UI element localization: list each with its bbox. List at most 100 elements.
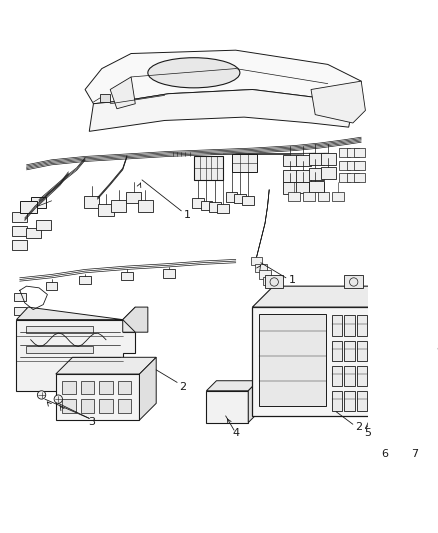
Bar (163, 269, 175, 278)
Bar (100, 94, 110, 102)
Bar (118, 381, 131, 394)
Text: 6: 6 (381, 449, 388, 458)
Bar (308, 153, 324, 165)
Polygon shape (123, 307, 148, 332)
Bar (263, 277, 275, 285)
Bar (296, 170, 311, 182)
Bar (242, 196, 254, 205)
Bar (347, 148, 359, 157)
Bar (354, 160, 365, 170)
Polygon shape (110, 77, 135, 109)
Bar (118, 399, 131, 413)
Bar (99, 204, 113, 216)
Bar (99, 381, 113, 394)
Bar (345, 341, 354, 361)
Polygon shape (399, 351, 428, 357)
Bar (20, 201, 36, 213)
Bar (332, 316, 342, 336)
Text: 2: 2 (179, 382, 186, 392)
Bar (347, 173, 359, 182)
Ellipse shape (37, 391, 46, 399)
Bar (63, 381, 76, 394)
Bar (255, 264, 267, 272)
Bar (31, 197, 46, 208)
Bar (226, 192, 237, 201)
Bar (121, 272, 133, 280)
Polygon shape (370, 286, 391, 416)
Bar (111, 200, 126, 212)
Bar (354, 148, 365, 157)
Bar (81, 381, 94, 394)
Bar (99, 399, 113, 413)
Bar (79, 276, 91, 285)
Bar (345, 275, 363, 288)
Bar (259, 270, 271, 279)
Bar (26, 229, 41, 238)
Bar (265, 275, 283, 288)
Polygon shape (17, 320, 135, 391)
Bar (12, 212, 27, 222)
Bar (339, 148, 350, 157)
Ellipse shape (54, 395, 63, 403)
Bar (357, 391, 367, 411)
Polygon shape (139, 357, 156, 420)
Bar (339, 173, 350, 182)
Bar (318, 192, 329, 201)
Bar (206, 391, 248, 423)
Bar (36, 220, 51, 230)
Bar (345, 366, 354, 386)
Bar (283, 170, 298, 182)
Bar (289, 192, 300, 201)
Bar (192, 198, 204, 207)
Text: 2: 2 (355, 422, 363, 432)
Polygon shape (248, 381, 258, 423)
Text: 1: 1 (184, 210, 191, 220)
Bar (308, 181, 324, 192)
Bar (14, 293, 26, 301)
Bar (12, 240, 27, 250)
Text: 3: 3 (88, 417, 95, 427)
Bar (374, 361, 397, 393)
Bar (345, 316, 354, 336)
Bar (308, 168, 324, 180)
Bar (283, 155, 298, 166)
Bar (209, 203, 221, 212)
Bar (304, 192, 315, 201)
Bar (357, 316, 367, 336)
Bar (252, 307, 370, 416)
Polygon shape (252, 286, 391, 307)
Text: 7: 7 (411, 449, 418, 458)
Bar (354, 173, 365, 182)
Bar (357, 366, 367, 386)
Bar (251, 257, 262, 265)
Bar (382, 393, 406, 423)
Bar (345, 391, 354, 411)
Bar (81, 399, 94, 413)
Bar (84, 196, 99, 207)
Bar (399, 357, 422, 391)
Bar (339, 160, 350, 170)
Bar (234, 194, 246, 203)
Bar (296, 155, 311, 166)
Bar (332, 366, 342, 386)
Bar (126, 191, 141, 203)
Bar (232, 154, 257, 172)
Bar (332, 341, 342, 361)
Bar (56, 374, 139, 420)
Ellipse shape (148, 58, 240, 88)
Bar (138, 200, 153, 212)
Bar (12, 226, 27, 236)
Bar (194, 157, 223, 180)
Polygon shape (206, 381, 258, 391)
Bar (26, 346, 93, 353)
Bar (46, 282, 57, 290)
Bar (201, 201, 212, 210)
Bar (427, 322, 438, 336)
Polygon shape (89, 90, 353, 131)
Bar (332, 192, 344, 201)
Polygon shape (374, 355, 403, 361)
Text: 4: 4 (232, 429, 239, 439)
Bar (347, 160, 359, 170)
Text: 5: 5 (364, 429, 371, 439)
Polygon shape (382, 387, 410, 393)
